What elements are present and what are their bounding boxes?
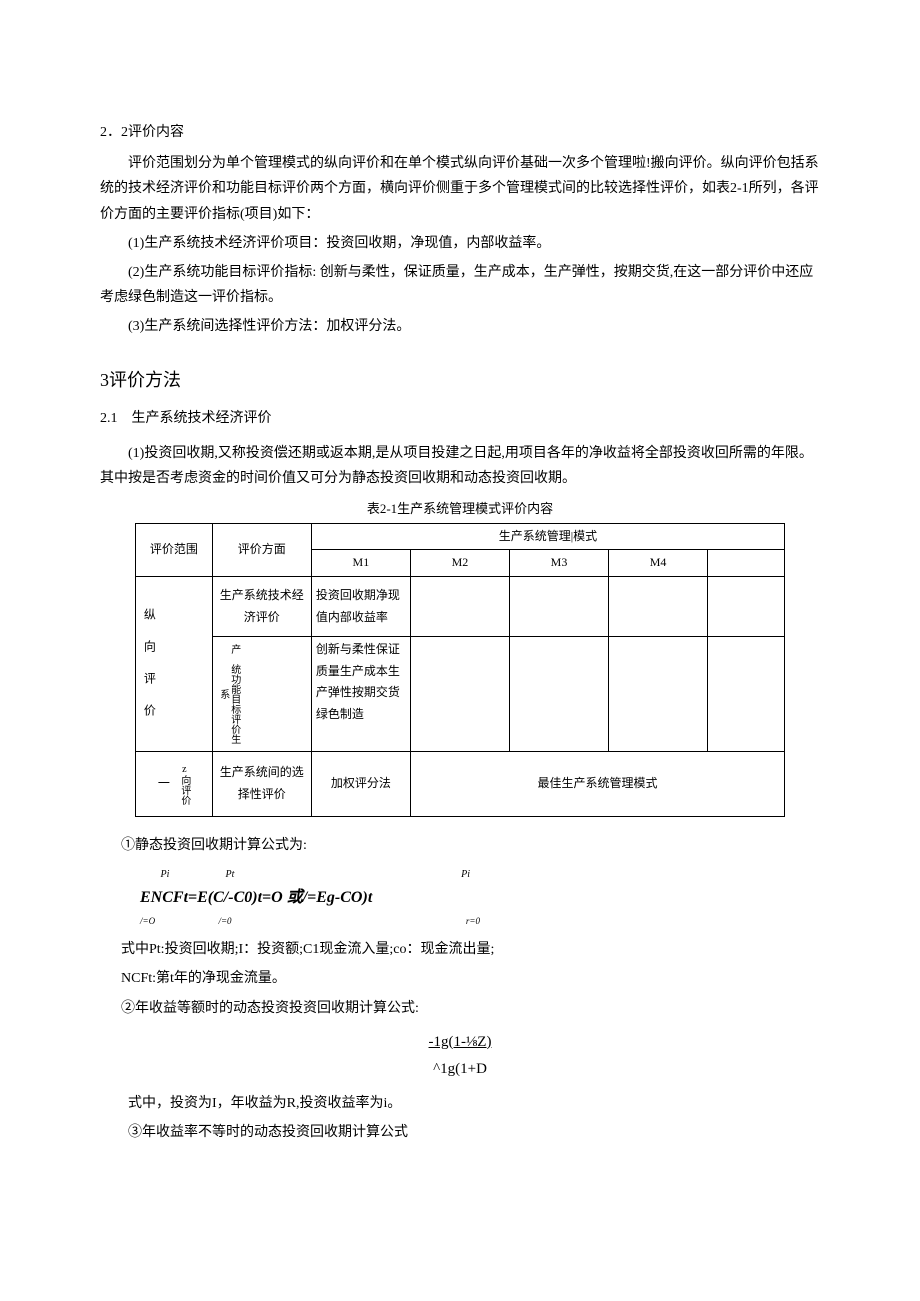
f2-top: -1g(1-⅛Z)	[429, 1034, 492, 1050]
para-3-1: (1)投资回收期,又称投资偿还期或返本期,是从项目投建之日起,用项目各年的净收益…	[100, 441, 820, 491]
formula-1: Pi Pt Pi ENCFt=E(C/-C0)t=O 或/=Eg-CO)t /=…	[140, 866, 820, 929]
cell-r1-m1: 投资回收期净现值内部收益率	[311, 577, 410, 637]
para-2-2-3: (2)生产系统功能目标评价指标: 创新与柔性，保证质量，生产成本，生产弹性，按期…	[100, 260, 820, 310]
th-aspect: 评价方面	[212, 523, 311, 576]
section-3-title: 3评价方法	[100, 364, 820, 396]
cell-r2-m5	[708, 637, 785, 752]
f-sub3: r=0	[270, 913, 480, 929]
formula-desc-1: 式中Pt:投资回收期;I：投资额;C1现金流入量;co：现金流出量;	[100, 937, 820, 962]
vtext-2: z向评价	[178, 760, 191, 809]
para-2-2-4: (3)生产系统间选择性评价方法：加权评分法。	[100, 314, 820, 339]
f-sup3: Pi	[270, 866, 470, 884]
f-sup2: Pt	[190, 866, 270, 884]
th-mode: 生产系统管理|模式	[311, 523, 784, 550]
formula-desc-2: NCFt:第t年的净现金流量。	[100, 966, 820, 991]
para-2-2-1: 评价范围划分为单个管理模式的纵向评价和在单个模式纵向评价基础一次多个管理啦!搬向…	[100, 151, 820, 227]
th-scope: 评价范围	[136, 523, 213, 576]
formula-label-1: ①静态投资回收期计算公式为:	[100, 833, 820, 858]
cell-r2-m3	[509, 637, 608, 752]
cell-r1-m5	[708, 577, 785, 637]
cell-r1-m4	[609, 577, 708, 637]
f-main: ENCFt=E(C/-C0)t=O 或/=Eg-CO)t	[140, 884, 820, 913]
th-m5	[708, 550, 785, 577]
cell-r2-m2	[410, 637, 509, 752]
cell-vertical-1: 纵 向 评 价	[136, 577, 213, 752]
f-sub2: /=0	[180, 913, 270, 929]
cell-vertical-2: z向评价	[174, 752, 212, 817]
vtext-r2: 产 统功能目标评价生 系	[217, 639, 241, 749]
th-m4: M4	[609, 550, 708, 577]
f-sup1: Pi	[140, 866, 190, 884]
cell-r2-m1: 创新与柔性保证质量生产成本生产弹性按期交货绿色制造	[311, 637, 410, 752]
eval-table: 评价范围 评价方面 生产系统管理|模式 M1 M2 M3 M4 纵 向 评 价 …	[135, 523, 785, 817]
th-m3: M3	[509, 550, 608, 577]
section-2-2-title: 2．2评价内容	[100, 120, 820, 145]
cell-r3-merge: 最佳生产系统管理模式	[410, 752, 784, 817]
table-caption: 表2-1生产系统管理模式评价内容	[100, 497, 820, 520]
cell-r3-m1: 加权评分法	[311, 752, 410, 817]
cell-r2-m4	[609, 637, 708, 752]
para-2-2-2: (1)生产系统技术经济评价项目：投资回收期，净现值，内部收益率。	[100, 231, 820, 256]
formula-label-2: ②年收益等额时的动态投资投资回收期计算公式:	[100, 996, 820, 1021]
f2-bot: ^1g(1+D	[433, 1061, 487, 1077]
cell-r1-m3	[509, 577, 608, 637]
formula-2: -1g(1-⅛Z) ^1g(1+D	[100, 1029, 820, 1083]
formula-desc-3: 式中，投资为I，年收益为R,投资收益率为i。	[100, 1091, 820, 1116]
cell-r1-m2	[410, 577, 509, 637]
section-2-1-sub: 2.1 生产系统技术经济评价	[100, 406, 820, 431]
th-m2: M2	[410, 550, 509, 577]
cell-r3-aspect: 生产系统间的选择性评价	[212, 752, 311, 817]
th-m1: M1	[311, 550, 410, 577]
cell-v2-pre: 一	[136, 752, 174, 817]
vtext-1: 纵 向 评 价	[140, 602, 158, 726]
f-sub1: /=O	[140, 913, 180, 929]
formula-label-3: ③年收益率不等时的动态投资回收期计算公式	[100, 1120, 820, 1145]
cell-r2-aspect: 产 统功能目标评价生 系	[212, 637, 311, 752]
cell-r1-aspect: 生产系统技术经济评价	[212, 577, 311, 637]
